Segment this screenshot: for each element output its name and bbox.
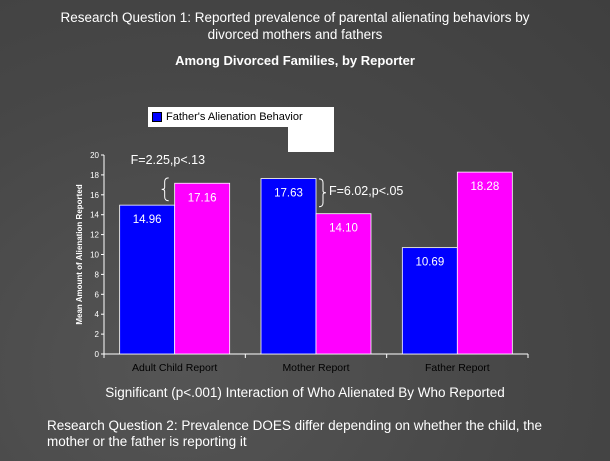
slide-title: Research Question 1: Reported prevalence… (60, 10, 530, 42)
x-tick-label: Adult Child Report (132, 362, 217, 374)
x-tick-label: Mother Report (282, 362, 349, 374)
y-tick-label: 12 (90, 231, 99, 240)
legend-label-father: Father's Alienation Behavior (166, 111, 303, 123)
y-tick-label: 0 (95, 350, 100, 359)
y-tick-label: 20 (90, 151, 99, 160)
y-axis-label: Mean Amount of Alienation Reported (75, 184, 84, 324)
bar-mother (315, 213, 372, 355)
y-tick-label: 2 (95, 330, 100, 339)
data-label: 14.10 (329, 223, 358, 235)
bar-mother (456, 171, 513, 355)
brace-2 (318, 178, 327, 208)
brace-1 (161, 177, 169, 202)
y-tick-label: 10 (90, 251, 99, 260)
y-tick-label: 6 (95, 290, 100, 299)
data-label: 17.16 (188, 192, 217, 204)
y-tick-label: 4 (95, 310, 100, 319)
chart-legend: Father's Alienation Behavior (148, 107, 334, 127)
bar-father (260, 178, 317, 355)
x-tick-label: Father Report (425, 362, 490, 374)
legend-extension (288, 127, 334, 152)
y-tick-label: 16 (90, 191, 99, 200)
annotation-f-test-2: F=6.02,p<.05 (329, 184, 403, 198)
y-tick-label: 18 (90, 171, 99, 180)
bar-father (401, 247, 458, 355)
bar-mother (174, 182, 231, 355)
data-label: 10.69 (415, 257, 444, 269)
y-tick-label: 8 (95, 270, 100, 279)
legend-swatch-father (152, 112, 162, 122)
data-label: 14.96 (133, 214, 162, 226)
y-tick-label: 14 (90, 211, 99, 220)
bar-father (119, 204, 176, 355)
research-question-2: Research Question 2: Prevalence DOES dif… (47, 418, 543, 449)
interaction-note: Significant (p<.001) Interaction of Who … (105, 385, 505, 400)
data-label: 18.28 (470, 181, 499, 193)
chart-title: Among Divorced Families, by Reporter (175, 53, 415, 68)
annotation-f-test-1: F=2.25,p<.13 (131, 153, 205, 167)
data-label: 17.63 (274, 188, 303, 200)
